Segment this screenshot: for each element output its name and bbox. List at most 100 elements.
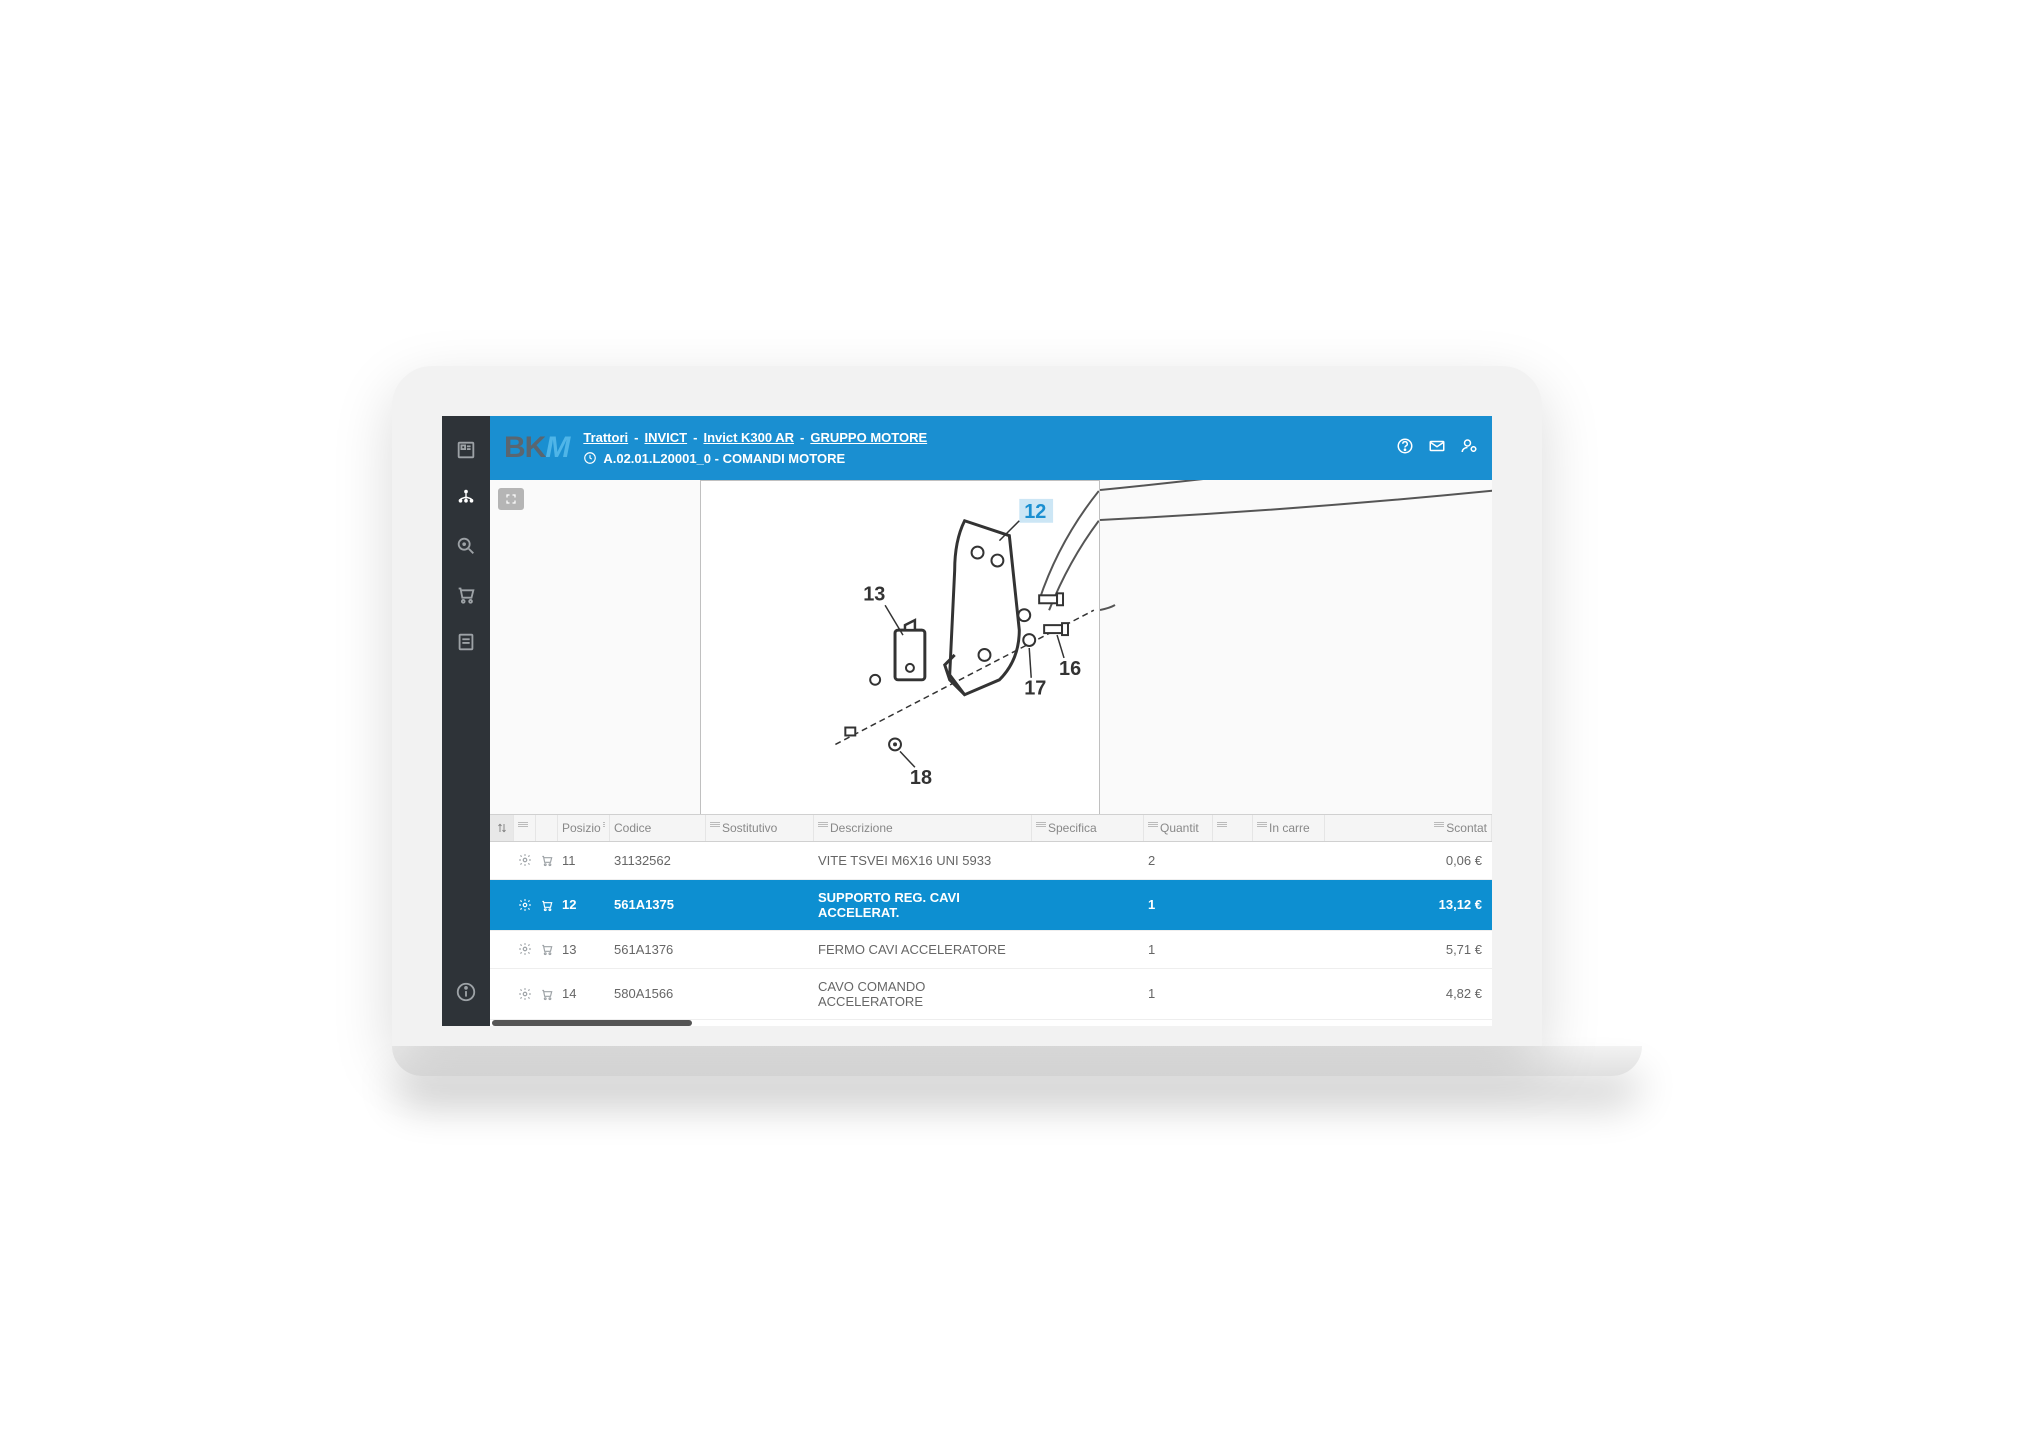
row-carre [1253,939,1325,959]
horizontal-scrollbar[interactable] [492,1020,692,1026]
logo-k: K [525,431,546,465]
row-codice: 31132562 [610,843,706,878]
sidebar-cart-icon[interactable] [442,570,490,618]
sort-cell [490,939,514,959]
row-codice: 561A1375 [610,887,706,922]
row-gear-icon[interactable] [514,977,536,1011]
help-icon[interactable] [1396,437,1414,458]
row-sost [706,984,814,1004]
row-codice: 580A1566 [610,976,706,1011]
col-carrello[interactable]: In carre [1253,815,1325,841]
callout-12[interactable]: 12 [1024,500,1046,522]
row-cart-icon[interactable] [536,977,558,1011]
row-codice: 561A1376 [610,932,706,967]
header-left: BKM Trattori - INVICT - Invict K300 AR -… [504,430,927,466]
row-spec [1032,939,1144,959]
row-scont: 5,71 € [1325,932,1492,967]
screen: BKM Trattori - INVICT - Invict K300 AR -… [442,416,1492,1026]
row-cart-icon[interactable] [536,932,558,966]
row-pos: 12 [558,887,610,922]
row-desc: SUPPORTO REG. CAVI ACCELERAT. [814,880,1032,930]
logo[interactable]: BKM [504,431,569,465]
main-content: BKM Trattori - INVICT - Invict K300 AR -… [490,416,1492,1026]
row-sost [706,895,814,915]
callout-17[interactable]: 17 [1024,677,1046,699]
clock-icon [583,451,597,465]
cables-overlay [1100,480,1492,814]
col-codice[interactable]: Codice [610,815,706,841]
parts-table: Posizio Codice Sostitutivo Descrizione S… [490,814,1492,1026]
row-qty: 1 [1144,976,1213,1011]
table-body: 1131132562VITE TSVEI M6X16 UNI 593320,06… [490,842,1492,1020]
row-carre [1253,895,1325,915]
row-desc: FERMO CAVI ACCELERATORE [814,932,1032,967]
row-cart-icon[interactable] [536,843,558,877]
col-posizione[interactable]: Posizio [558,815,610,841]
row-pos: 13 [558,932,610,967]
header-right [1396,437,1478,458]
mail-icon[interactable] [1428,437,1446,458]
sort-column[interactable] [490,815,514,841]
fullscreen-button[interactable] [498,488,524,510]
sidebar-search-icon[interactable] [442,522,490,570]
col-specifica[interactable]: Specifica [1032,815,1144,841]
laptop-frame: BKM Trattori - INVICT - Invict K300 AR -… [392,366,1542,1046]
diagram-svg: 12 13 16 17 18 [701,481,1099,814]
row-scont: 0,06 € [1325,843,1492,878]
row-gear-icon[interactable] [514,843,536,877]
sort-cell [490,850,514,870]
row-pos: 11 [558,843,610,878]
callout-13[interactable]: 13 [863,583,885,605]
sidebar-catalog-icon[interactable] [442,426,490,474]
user-settings-icon[interactable] [1460,437,1478,458]
diagram-area[interactable]: 12 13 16 17 18 [490,480,1492,814]
table-row[interactable]: 1131132562 VITE TSVEI M6X16 UNI 5933 2 0,06… [490,842,1492,880]
header-text: Trattori - INVICT - Invict K300 AR - GRU… [583,430,927,466]
table-row[interactable]: 13561A1376 FERMO CAVI ACCELERATORE 1 5,71 € [490,931,1492,969]
row-qty: 1 [1144,887,1213,922]
sort-cell [490,895,514,915]
row-spec [1032,850,1144,870]
breadcrumb-item-2[interactable]: Invict K300 AR [703,430,794,445]
table-row[interactable]: 14580A1566CAVO COMANDO ACCELERATORE14,82… [490,969,1492,1020]
row-qty: 1 [1144,932,1213,967]
col-descrizione[interactable]: Descrizione [814,815,1032,841]
row-desc: CAVO COMANDO ACCELERATORE [814,969,1032,1019]
row-spec [1032,895,1144,915]
sidebar-list-icon[interactable] [442,618,490,666]
row-pos: 14 [558,976,610,1011]
breadcrumb-item-3[interactable]: GRUPPO MOTORE [810,430,927,445]
col-scontato[interactable]: Scontat [1325,815,1492,841]
col-sostitutivo[interactable]: Sostitutivo [706,815,814,841]
row-blank [1213,984,1253,1004]
row-desc: VITE TSVEI M6X16 UNI 5933 [814,843,1032,878]
breadcrumb: Trattori - INVICT - Invict K300 AR - GRU… [583,430,927,445]
subtitle-code: A.02.01.L20001_0 - COMANDI MOTORE [603,451,845,466]
sort-cell [490,984,514,1004]
sidebar-nav [442,416,490,1026]
logo-b: B [504,431,525,465]
callout-16[interactable]: 16 [1059,657,1081,679]
col-quantita[interactable]: Quantit [1144,815,1213,841]
header: BKM Trattori - INVICT - Invict K300 AR -… [490,416,1492,480]
breadcrumb-sep: - [634,430,638,445]
breadcrumb-sep: - [693,430,697,445]
sidebar-info-icon[interactable] [442,968,490,1016]
laptop-base [392,1046,1642,1076]
row-carre [1253,850,1325,870]
sidebar-tree-icon[interactable] [442,474,490,522]
row-blank [1213,939,1253,959]
row-carre [1253,984,1325,1004]
row-gear-icon[interactable] [514,888,536,922]
table-header: Posizio Codice Sostitutivo Descrizione S… [490,815,1492,842]
row-gear-icon[interactable] [514,932,536,966]
breadcrumb-sep: - [800,430,804,445]
row-qty: 2 [1144,843,1213,878]
table-row[interactable]: 12561A1375 SUPPORTO REG. CAVI ACCELERAT. 1… [490,880,1492,931]
row-blank [1213,895,1253,915]
breadcrumb-item-0[interactable]: Trattori [583,430,628,445]
row-spec [1032,984,1144,1004]
row-cart-icon[interactable] [536,888,558,922]
breadcrumb-item-1[interactable]: INVICT [644,430,687,445]
callout-18[interactable]: 18 [910,767,932,789]
